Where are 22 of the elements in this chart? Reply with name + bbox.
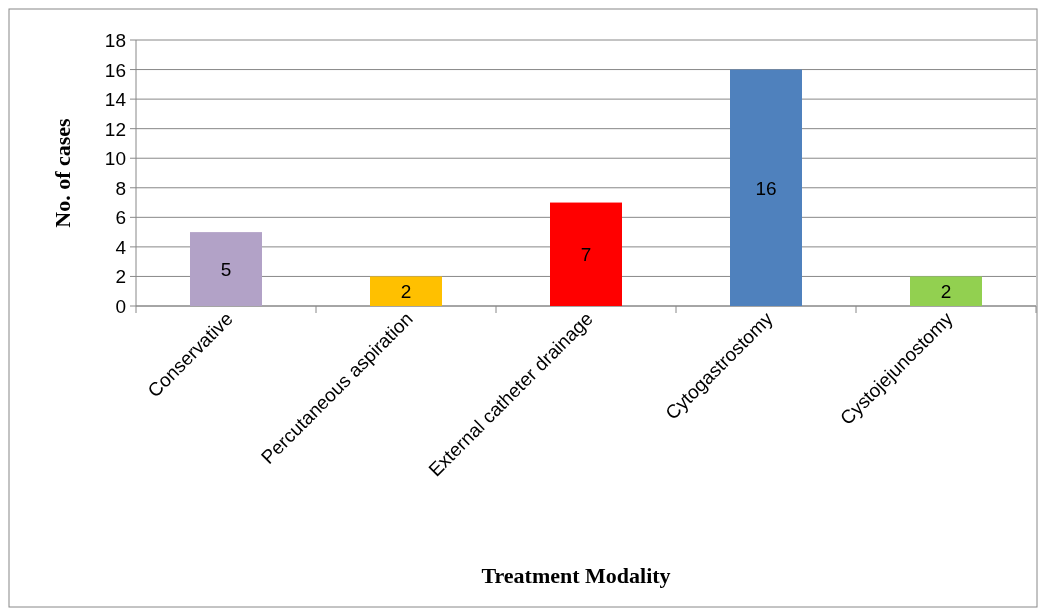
y-axis-title: No. of cases bbox=[50, 117, 75, 228]
bar bbox=[370, 276, 442, 306]
bar bbox=[910, 276, 982, 306]
bar bbox=[190, 232, 262, 306]
data-label: 2 bbox=[400, 281, 412, 303]
y-tick-label: 0 bbox=[115, 296, 126, 317]
y-tick-label: 2 bbox=[115, 266, 126, 288]
bar bbox=[550, 202, 622, 306]
y-tick-label: 14 bbox=[104, 89, 127, 111]
y-tick-label: 12 bbox=[104, 118, 126, 140]
y-tick-label: 8 bbox=[115, 177, 126, 199]
y-tick-label: 18 bbox=[104, 30, 126, 51]
y-tick-label: 16 bbox=[104, 59, 126, 81]
data-label: 7 bbox=[580, 244, 592, 266]
data-label: 16 bbox=[755, 177, 777, 199]
y-tick-label: 6 bbox=[115, 207, 126, 229]
x-axis-title: Treatment Modality bbox=[481, 563, 671, 588]
data-label: 5 bbox=[220, 259, 232, 281]
y-tick-label: 4 bbox=[115, 236, 127, 258]
y-tick-label: 10 bbox=[104, 148, 126, 170]
data-label: 2 bbox=[940, 281, 952, 303]
bar bbox=[730, 69, 802, 306]
